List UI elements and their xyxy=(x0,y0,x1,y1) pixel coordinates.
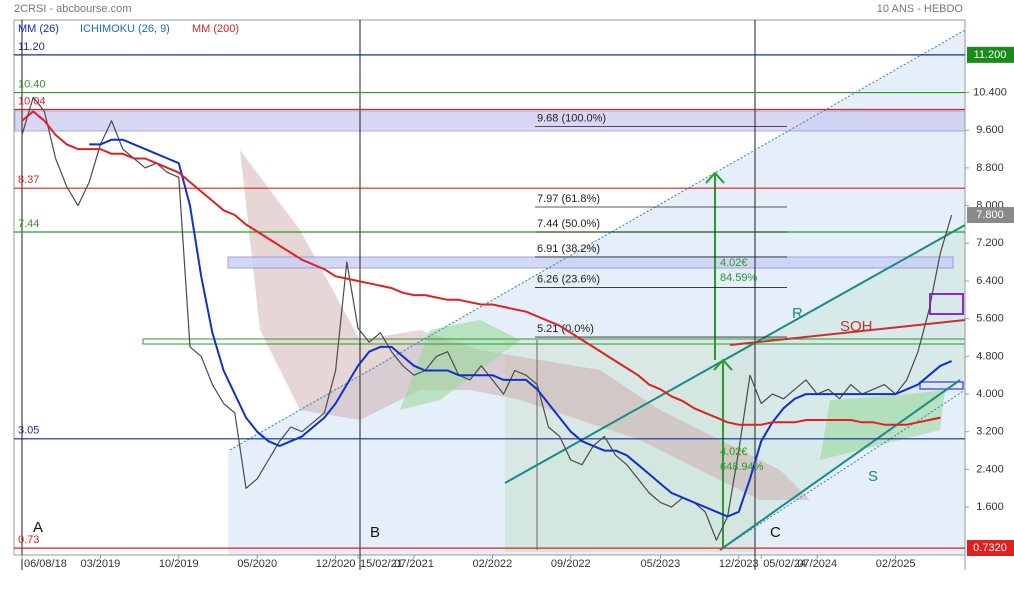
x-tick-label: 05/02/24 xyxy=(763,558,806,570)
annotation: 4.02€ xyxy=(720,257,748,269)
price-tag-label: 11.200 xyxy=(974,49,1007,61)
fib-label: 6.91 (38.2%) xyxy=(537,243,600,255)
box-marker xyxy=(919,381,964,390)
y-tick-label: 9.600 xyxy=(976,124,1004,136)
y-tick-label: 5.600 xyxy=(976,313,1004,325)
x-tick-label: 03/2019 xyxy=(81,558,121,570)
annotation: 648.94% xyxy=(720,461,764,473)
level-label: 10.40 xyxy=(18,78,46,90)
annotation: R xyxy=(792,305,803,322)
fib-band xyxy=(14,110,966,132)
x-tick-label: 12/2023 xyxy=(719,558,759,570)
level-label: 7.44 xyxy=(18,218,39,230)
arrow xyxy=(705,171,725,184)
price-tag xyxy=(967,207,1014,224)
fib-band xyxy=(227,256,954,269)
annotation: A xyxy=(33,519,43,536)
x-tick-label: 07/2021 xyxy=(394,558,434,570)
y-tick-label: 4.000 xyxy=(976,388,1004,400)
x-tick-label: 02/2025 xyxy=(876,558,916,570)
annotation: S xyxy=(868,468,878,485)
y-tick-label: 7.200 xyxy=(976,237,1004,249)
level-label: 3.05 xyxy=(18,425,39,437)
x-tick-label: 07/2024 xyxy=(797,558,837,570)
price-tag-label: 7.800 xyxy=(976,209,1004,221)
x-tick-label: 15/02/21 xyxy=(360,558,403,570)
arrow xyxy=(713,358,733,371)
fib-label: 7.44 (50.0%) xyxy=(537,218,600,230)
x-tick-label: 06/08/18 xyxy=(24,558,67,570)
annotation: 84.59% xyxy=(720,272,758,284)
y-tick-label: 2.400 xyxy=(976,463,1004,475)
legend-entry: ICHIMOKU (26, 9) xyxy=(80,23,170,35)
y-tick-label: 8.800 xyxy=(976,162,1004,174)
x-tick-label: 09/2022 xyxy=(551,558,591,570)
fib-label: 6.26 (23.6%) xyxy=(537,273,600,285)
y-tick-label: 4.800 xyxy=(976,350,1004,362)
y-tick-label: 6.400 xyxy=(976,275,1004,287)
annotation: C xyxy=(770,524,781,541)
y-tick-label: 10.400 xyxy=(973,86,1007,98)
chart-title: 2CRSI - abcbourse.com xyxy=(14,3,131,15)
x-tick-label: 02/2022 xyxy=(473,558,513,570)
ichimoku-cloud xyxy=(400,320,520,410)
channel-area xyxy=(505,225,965,552)
chart-subtitle: 10 ANS - HEBDO xyxy=(877,3,964,15)
channel-line xyxy=(719,379,961,551)
level-label: 0.73 xyxy=(18,534,39,546)
x-tick-label: 05/2023 xyxy=(641,558,681,570)
annotation: 4.02€ xyxy=(720,446,748,458)
x-tick-label: 05/2020 xyxy=(237,558,277,570)
price-line xyxy=(21,96,953,541)
legend-entry: MM (26) xyxy=(18,23,59,35)
level-label: 8.37 xyxy=(18,174,39,186)
moving-average xyxy=(21,110,941,426)
price-tag xyxy=(967,46,1014,63)
fib-label: 7.97 (61.8%) xyxy=(537,193,600,205)
price-tag xyxy=(967,540,1014,557)
y-tick-label: 3.200 xyxy=(976,426,1004,438)
annotation: B xyxy=(370,524,380,541)
price-tag-label: 0.7320 xyxy=(973,542,1007,554)
fib-label: 9.68 (100.0%) xyxy=(537,112,606,124)
level-label: 11.20 xyxy=(18,41,45,53)
y-tick-label: 1.600 xyxy=(976,501,1004,513)
annotation: SOH xyxy=(840,318,873,335)
channel-line xyxy=(229,29,966,451)
x-tick-label: 12/2020 xyxy=(316,558,356,570)
channel-line xyxy=(719,389,966,551)
x-tick-label: 10/2019 xyxy=(159,558,199,570)
ichimoku-cloud xyxy=(240,150,810,500)
moving-average xyxy=(89,138,952,518)
legend-entry: MM (200) xyxy=(192,23,239,35)
